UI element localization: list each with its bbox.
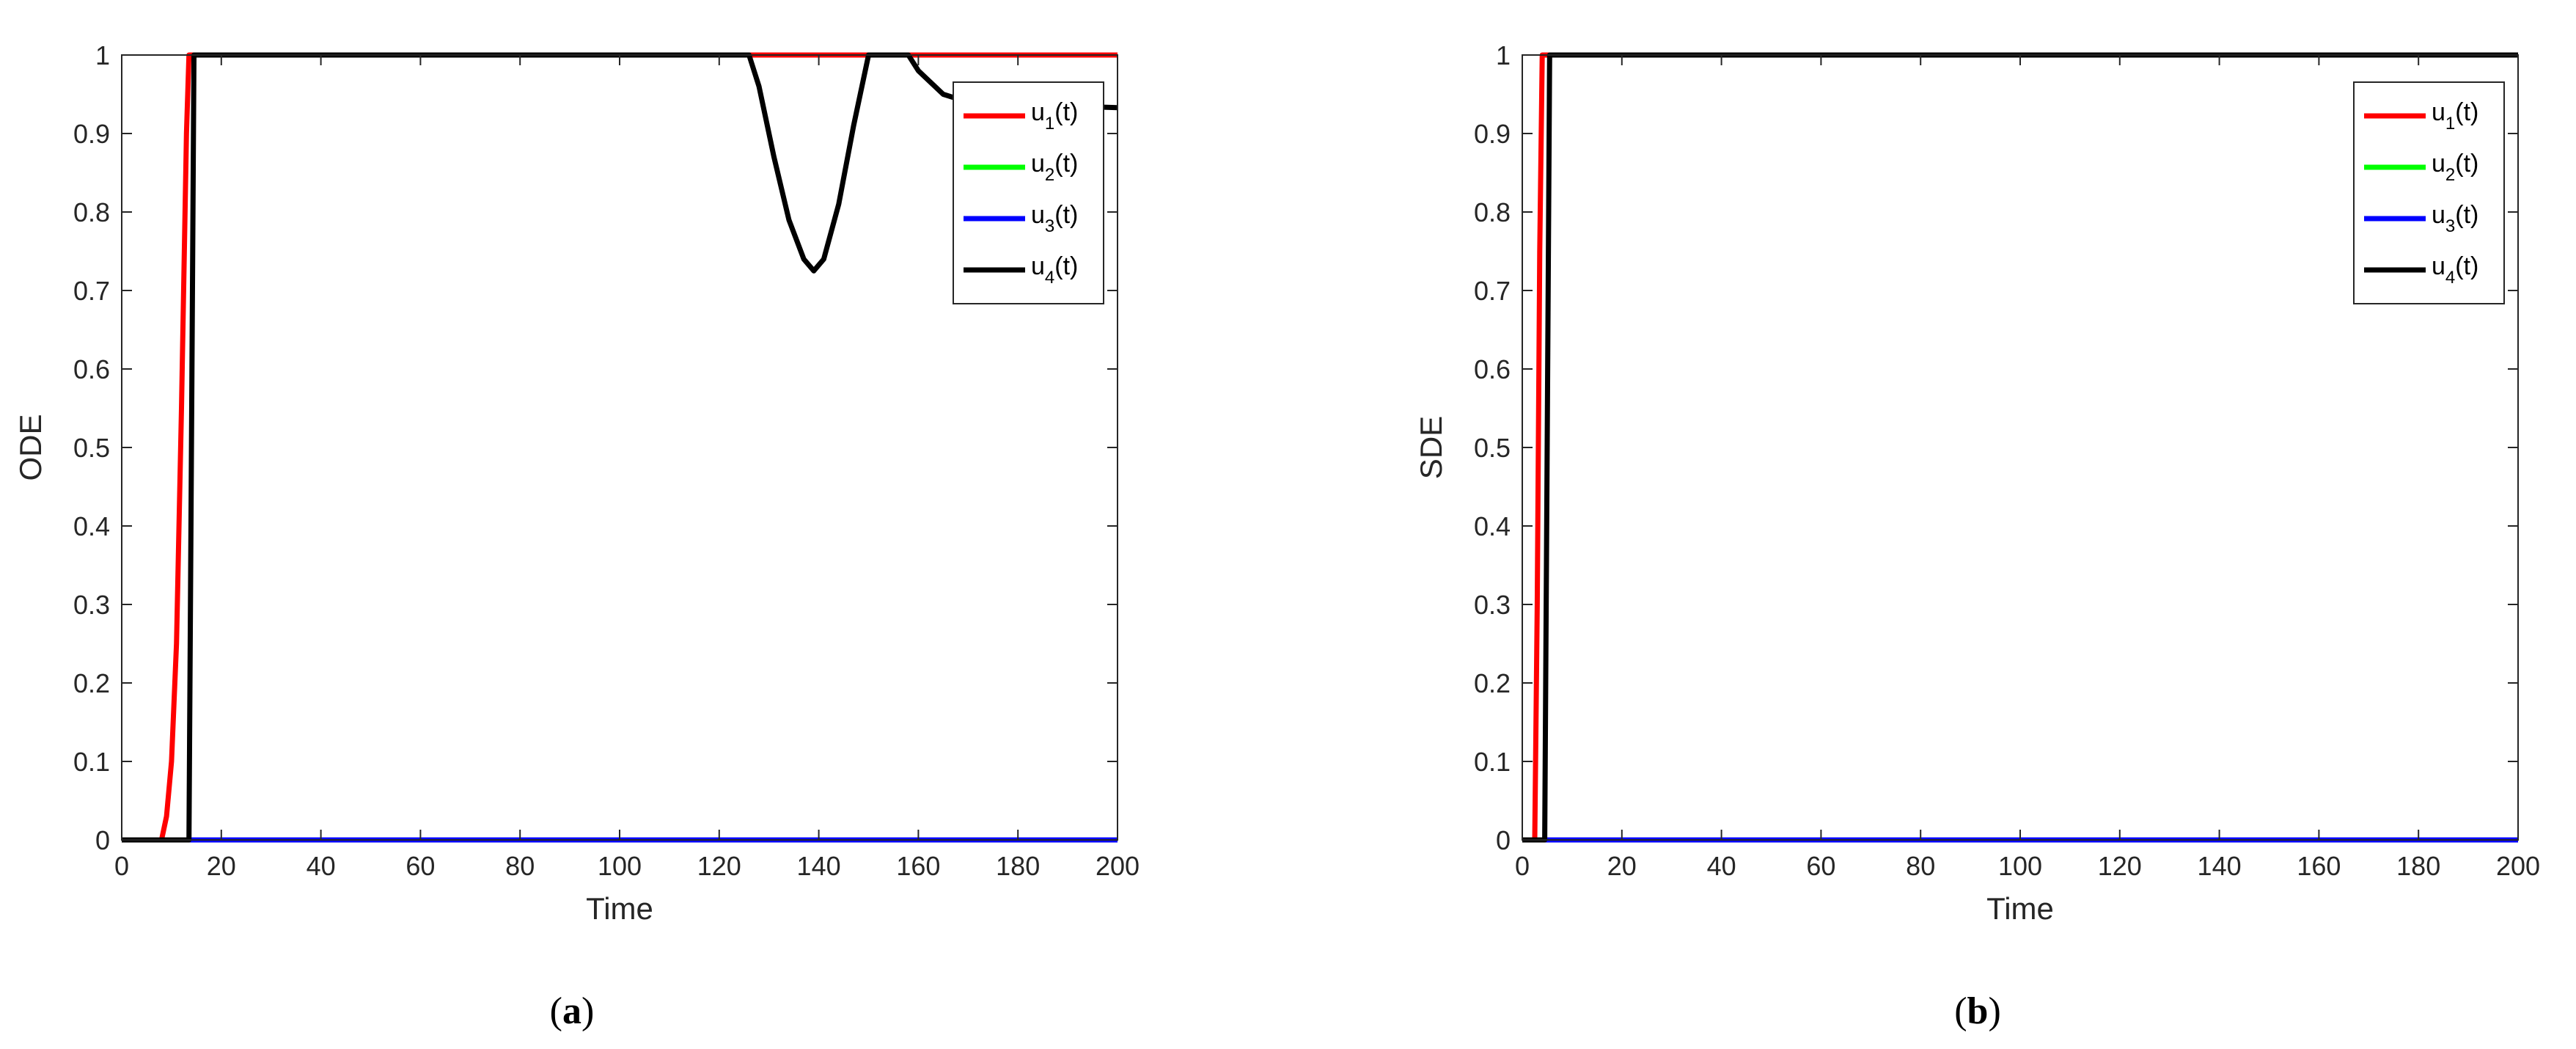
- panel-caption-a: (a): [550, 990, 595, 1032]
- x-axis-label: Time: [586, 891, 653, 926]
- legend: u1(t) u2(t) u3(t) u4(t): [2353, 81, 2505, 304]
- y-tick-label: 0.2: [1474, 668, 1511, 698]
- x-tick-label: 120: [697, 851, 741, 881]
- legend: u1(t) u2(t) u3(t) u4(t): [953, 81, 1104, 304]
- y-tick-label: 0.7: [73, 276, 110, 306]
- x-tick-label: 80: [1906, 851, 1935, 881]
- x-tick-label: 0: [1515, 851, 1530, 881]
- x-tick-label: 80: [505, 851, 535, 881]
- panel-caption-b: (b): [1954, 990, 2001, 1032]
- x-tick-label: 160: [2297, 851, 2341, 881]
- x-tick-label: 40: [1707, 851, 1736, 881]
- y-axis-label: SDE: [1414, 416, 1448, 479]
- x-tick-label: 160: [896, 851, 940, 881]
- x-tick-label: 140: [797, 851, 841, 881]
- x-tick-label: 120: [2098, 851, 2142, 881]
- y-tick-label: 0.5: [73, 433, 110, 463]
- y-tick-label: 0.2: [73, 668, 110, 698]
- legend-entry-u3: u3(t): [1031, 201, 1078, 236]
- x-tick-label: 200: [1096, 851, 1140, 881]
- y-axis-label: ODE: [13, 414, 48, 480]
- x-tick-label: 60: [1806, 851, 1835, 881]
- legend-box: [2353, 81, 2505, 304]
- x-tick-label: 180: [2396, 851, 2440, 881]
- legend-entry-u2: u2(t): [2432, 150, 2478, 185]
- y-tick-label: 0.4: [1474, 511, 1511, 541]
- legend-entry-u4: u4(t): [1031, 252, 1078, 288]
- legend-entry-u4: u4(t): [2432, 252, 2478, 288]
- x-axis-label: Time: [1986, 891, 2054, 926]
- y-tick-label: 0: [1496, 825, 1511, 855]
- x-tick-label: 180: [996, 851, 1040, 881]
- y-tick-label: 1: [1496, 40, 1511, 70]
- y-tick-label: 0.1: [73, 747, 110, 777]
- y-tick-label: 0.4: [73, 511, 110, 541]
- x-tick-label: 100: [598, 851, 642, 881]
- y-tick-label: 0.3: [1474, 590, 1511, 620]
- y-tick-label: 0.6: [1474, 354, 1511, 384]
- x-tick-label: 20: [207, 851, 236, 881]
- y-tick-label: 0.5: [1474, 433, 1511, 463]
- y-tick-label: 0.1: [1474, 747, 1511, 777]
- y-tick-label: 0.9: [73, 119, 110, 149]
- legend-entry-u3: u3(t): [2432, 201, 2478, 236]
- y-tick-label: 0.9: [1474, 119, 1511, 149]
- x-tick-label: 40: [307, 851, 336, 881]
- x-tick-label: 0: [114, 851, 129, 881]
- plot-area: [122, 55, 1118, 840]
- y-tick-label: 0.3: [73, 590, 110, 620]
- x-tick-label: 60: [406, 851, 435, 881]
- legend-entry-u1: u1(t): [1031, 98, 1078, 134]
- y-tick-label: 0.7: [1474, 276, 1511, 306]
- x-tick-label: 20: [1607, 851, 1637, 881]
- y-tick-label: 0.8: [73, 197, 110, 227]
- x-tick-label: 200: [2496, 851, 2540, 881]
- legend-box: [953, 81, 1104, 304]
- x-tick-label: 100: [1998, 851, 2042, 881]
- y-tick-label: 0.8: [1474, 197, 1511, 227]
- legend-entry-u1: u1(t): [2432, 98, 2478, 134]
- legend-entry-u2: u2(t): [1031, 150, 1078, 185]
- y-tick-label: 0.6: [73, 354, 110, 384]
- y-tick-label: 0: [95, 825, 110, 855]
- chart-panel-a: 0 20 40 60 80 100 120 140 160 180 200 0 0.1 0.2 0.3 0.4…: [13, 40, 1140, 1032]
- x-tick-label: 140: [2198, 851, 2242, 881]
- chart-panel-b: 0 20 40 60 80 100 120 140 160 180 200 0 0.1 0.2 0.3 0.4…: [1414, 40, 2540, 1032]
- y-tick-label: 1: [95, 40, 110, 70]
- plot-area: [1522, 55, 2518, 840]
